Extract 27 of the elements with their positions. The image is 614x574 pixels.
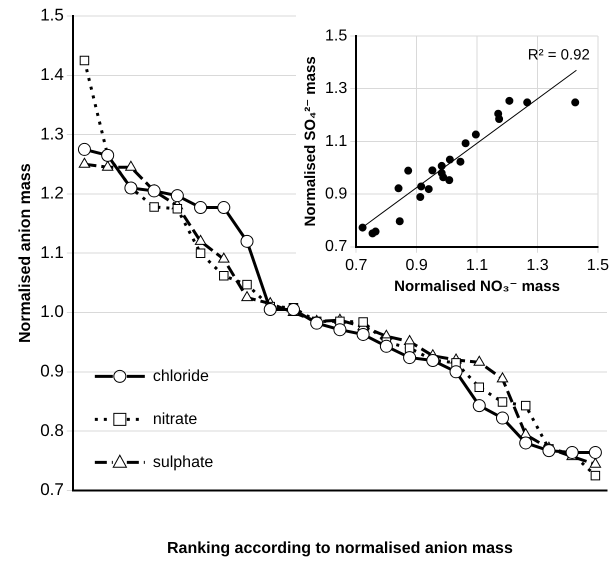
- y-tick-label: 0.7: [324, 238, 348, 256]
- y-tick-label: 1.5: [324, 27, 348, 44]
- y-axis-title: Normalised anion mass: [17, 163, 34, 344]
- y-tick-label: 1.0: [40, 302, 64, 322]
- y-tick-label: 0.9: [324, 186, 348, 203]
- x-axis-title: Ranking according to normalised anion mass: [166, 540, 513, 557]
- y-axis-title: Normalised SO₄²⁻ mass: [302, 56, 320, 226]
- y-tick-label: 1.3: [324, 80, 348, 98]
- x-tick-label: 1.5: [586, 256, 610, 274]
- x-tick-label: 0.9: [406, 256, 428, 274]
- y-tick-label: 1.1: [324, 132, 348, 150]
- legend-label: chloride: [152, 368, 209, 385]
- y-tick-label: 1.1: [40, 242, 64, 262]
- annotation: R² = 0.92: [528, 46, 590, 64]
- x-axis-title: Normalised NO₃⁻ mass: [394, 278, 560, 296]
- legend-label: nitrate: [152, 410, 198, 428]
- y-tick-label: 1.3: [40, 124, 64, 144]
- y-tick-label: 0.8: [40, 420, 64, 440]
- x-tick-label: 0.7: [345, 256, 368, 274]
- x-tick-label: 1.3: [526, 256, 549, 274]
- y-tick-label: 0.7: [40, 480, 64, 500]
- legend-label: sulphate: [152, 454, 214, 471]
- y-tick-label: 1.5: [40, 6, 64, 25]
- y-tick-label: 1.4: [40, 64, 64, 84]
- y-tick-label: 0.9: [40, 361, 64, 380]
- y-tick-label: 1.2: [40, 184, 64, 203]
- x-tick-label: 1.1: [466, 256, 488, 274]
